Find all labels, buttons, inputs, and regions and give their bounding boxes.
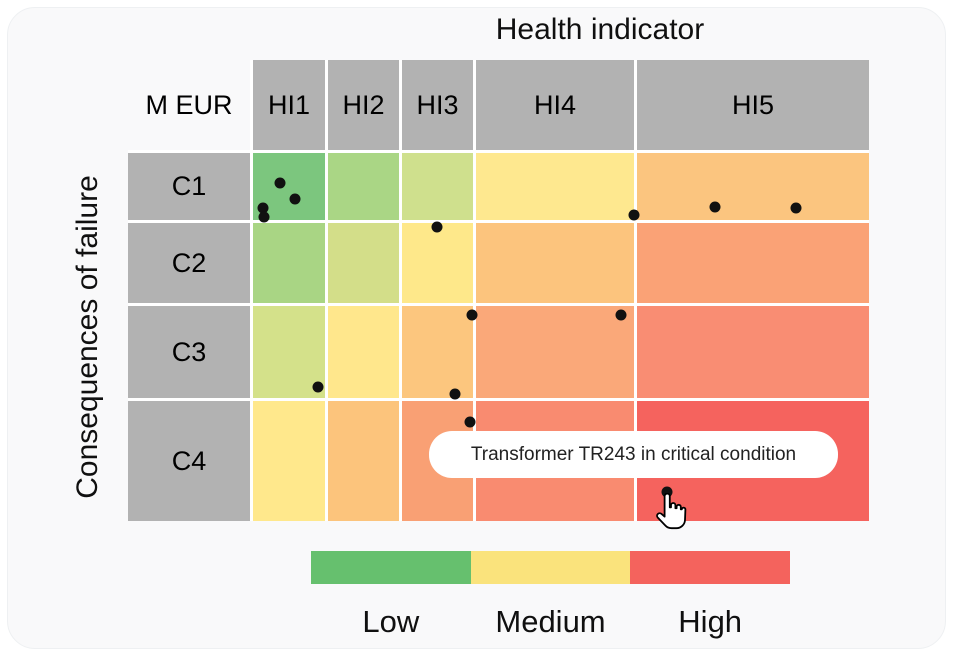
matrix-cell-c1-hi5 [637, 153, 869, 220]
data-point-c1-hi1[interactable] [258, 211, 270, 223]
matrix-cell-c3-hi5 [637, 306, 869, 398]
matrix-cell-c4-hi1 [253, 401, 325, 521]
column-header-hi1: HI1 [253, 60, 325, 150]
y-axis-label-text: Consequences of failure [71, 175, 104, 499]
row-header-c2: C2 [128, 223, 250, 303]
matrix-cell-c2-hi2 [328, 223, 399, 303]
matrix-cell-c3-hi4 [476, 306, 634, 398]
data-point-c4-hi5[interactable] [661, 486, 673, 498]
matrix-cell-c1-hi3 [402, 153, 473, 220]
data-point-c1-hi5[interactable] [790, 202, 802, 214]
data-point-c2-hi3[interactable] [431, 221, 443, 233]
data-point-c3-hi3[interactable] [449, 388, 461, 400]
column-header-hi4: HI4 [476, 60, 634, 150]
data-point-c4-hi3[interactable] [464, 416, 476, 428]
data-point-c1-hi1[interactable] [257, 202, 269, 214]
matrix-cell-c4-hi2 [328, 401, 399, 521]
matrix-cell-c3-hi3 [402, 306, 473, 398]
legend-label-low: Low [362, 604, 420, 639]
legend-color-bar [311, 551, 791, 584]
legend-labels: Low Medium High [311, 604, 790, 640]
legend-label-high: High [678, 604, 743, 639]
matrix-cell-c2-hi5 [637, 223, 869, 303]
hand-cursor-icon [650, 492, 690, 540]
data-point-c1-hi5[interactable] [709, 201, 721, 213]
tooltip-text: Transformer TR243 in critical condition [470, 443, 797, 465]
data-point-c3-hi1[interactable] [312, 381, 324, 393]
legend-swatch-low [311, 551, 471, 584]
matrix-cell-c2-hi1 [253, 223, 325, 303]
matrix-cell-c1-hi4 [476, 153, 634, 220]
column-header-hi2: HI2 [328, 60, 399, 150]
matrix-cell-c3-hi2 [328, 306, 399, 398]
row-header-c1: C1 [128, 153, 250, 220]
legend-swatch-high [630, 551, 791, 584]
matrix-cell-c2-hi3 [402, 223, 473, 303]
risk-matrix: M EUR HI1 HI2 HI3 HI4 HI5 C1 C2 C3 C4 [128, 60, 869, 521]
tooltip: Transformer TR243 in critical condition [429, 431, 838, 478]
column-header-hi3: HI3 [402, 60, 473, 150]
data-point-c3-hi4[interactable] [615, 309, 627, 321]
matrix-cell-c2-hi4 [476, 223, 634, 303]
matrix-cell-c1-hi2 [328, 153, 399, 220]
row-header-c4: C4 [128, 401, 250, 521]
data-point-c1-hi1[interactable] [289, 193, 301, 205]
row-header-c3: C3 [128, 306, 250, 398]
data-point-c3-hi3[interactable] [466, 309, 478, 321]
data-point-c1-hi4[interactable] [628, 209, 640, 221]
chart-title: Health indicator [495, 13, 705, 46]
legend-swatch-medium [470, 551, 631, 584]
data-point-c1-hi1[interactable] [274, 177, 286, 189]
legend-label-medium: Medium [495, 604, 606, 639]
unit-label: M EUR [128, 60, 250, 150]
column-header-hi5: HI5 [637, 60, 869, 150]
